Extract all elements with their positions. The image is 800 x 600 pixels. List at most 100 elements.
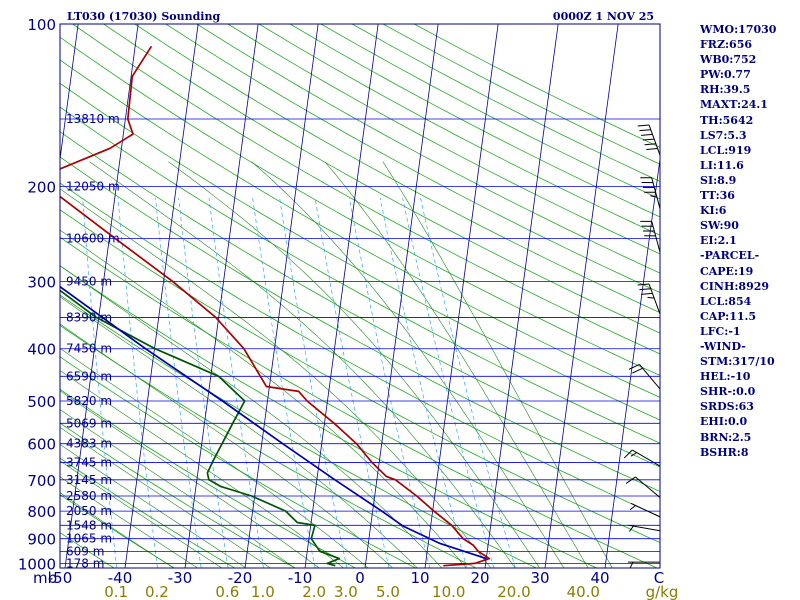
wind-barb-staff [651,221,661,253]
index-item: -WIND- [700,339,746,353]
wind-barb-feather [629,525,634,532]
moist-adiabat [60,476,199,568]
wind-barb [637,283,661,315]
dry-adiabat [60,182,660,518]
temperature-tick-label: -40 [108,569,133,587]
isotherm [124,24,199,568]
temperature-tick-label: 10 [410,569,429,587]
height-level-label: 4383 m [66,437,112,451]
dry-adiabat [134,24,660,314]
wind-barb [640,220,661,253]
mixing-ratio-line [155,197,202,568]
isotherm [604,156,660,568]
wind-barb-feather [625,476,636,484]
temperature-unit-label: C [654,569,664,587]
pressure-tick-label: 600 [27,436,56,454]
temperature-tick-label: -50 [48,569,73,587]
index-item: SHR-:0.0 [700,385,756,399]
index-item: SI:8.9 [700,173,737,187]
pressure-tick-label: 1000 [18,555,56,573]
index-item: SW:90 [700,219,739,233]
dry-adiabat [60,356,417,568]
pressure-tick-label: 800 [27,503,56,521]
mixing-ratio-label: 1.0 [251,583,275,600]
moist-adiabat [251,161,565,568]
moist-adiabat [60,492,175,568]
mixing-ratio-label: 0.1 [104,583,128,600]
isotherm [60,24,79,163]
moist-adiabat [60,370,345,568]
isotherm [544,24,619,568]
isotherm [364,24,439,568]
mixing-ratio-label: 0.6 [215,583,239,600]
parcel-trace [60,285,487,560]
wind-barb [637,124,661,156]
index-item: MAXT:24.1 [700,98,768,112]
index-item: FRZ:656 [700,38,753,52]
mixing-ratio-label: 10.0 [432,583,465,600]
wind-barb-staff [632,449,661,467]
wind-barb-staff [628,524,661,532]
mixing-ratio-unit-label: g/kg [646,583,679,600]
dry-adiabat [165,24,660,294]
isotherm [424,24,499,568]
isotherm [64,24,139,568]
pressure-tick-label: 100 [27,16,56,34]
temperature-tick-label: -30 [168,569,193,587]
mixing-ratio-label: 20.0 [497,583,530,600]
dry-adiabat [60,388,357,568]
moist-adiabat [60,229,467,568]
dry-adiabat [60,422,296,568]
index-item: BSHR:8 [700,445,749,459]
dry-adiabat [60,324,477,568]
mixing-ratio-label: 3.0 [334,583,358,600]
pressure-tick-label: 900 [27,531,56,549]
dry-adiabat [60,209,660,544]
isotherm [244,24,319,568]
index-item: LI:11.6 [700,158,744,172]
height-level-label: 2050 m [66,504,112,518]
dry-adiabat [103,24,660,334]
wind-barb-feather [623,449,633,459]
index-item: RH:39.5 [700,83,751,97]
wind-barb-staff [630,502,661,518]
wind-barb-feather [646,148,658,150]
mixing-ratio-line [420,197,516,568]
height-level-label: 3745 m [66,455,112,469]
height-level-label: 2580 m [66,489,112,503]
height-level-label: 7450 m [66,342,112,356]
moist-adiabat [60,443,247,568]
index-item: WB0:752 [700,53,757,67]
plot-frame [59,23,661,569]
wind-barb [625,476,661,498]
temperature-tick-label: 0 [355,569,365,587]
dry-adiabat [60,106,660,444]
dry-adiabat [196,24,660,274]
moist-adiabat [60,390,320,568]
index-item: SRDS:63 [700,400,754,414]
index-item: TT:36 [700,189,735,203]
mixing-ratio-line [348,197,431,568]
wind-barb-feather [639,129,651,132]
index-item: LCL:919 [700,143,752,157]
wind-barb-staff [648,124,661,156]
index-item: PW:0.77 [700,68,751,82]
moist-adiabat [382,161,613,568]
mixing-ratio-label: 0.2 [145,583,169,600]
dry-adiabat [60,36,660,376]
dry-adiabat [60,457,236,568]
height-level-label: 609 m [66,544,104,558]
wind-barb-feather [639,288,651,291]
dry-adiabat [60,494,176,568]
index-item: CINH:8929 [700,279,770,293]
wind-barb-feather [642,138,655,141]
pressure-tick-label: 400 [27,341,56,359]
index-item: HEL:-10 [700,370,751,384]
temperature-tick-label: 30 [530,569,549,587]
temperature-profile [60,45,491,567]
isotherm [484,24,559,568]
chart-datetime: 0000Z 1 NOV 25 [553,10,654,23]
height-level-label: 5820 m [66,394,112,408]
mixing-ratio-line [178,197,229,568]
